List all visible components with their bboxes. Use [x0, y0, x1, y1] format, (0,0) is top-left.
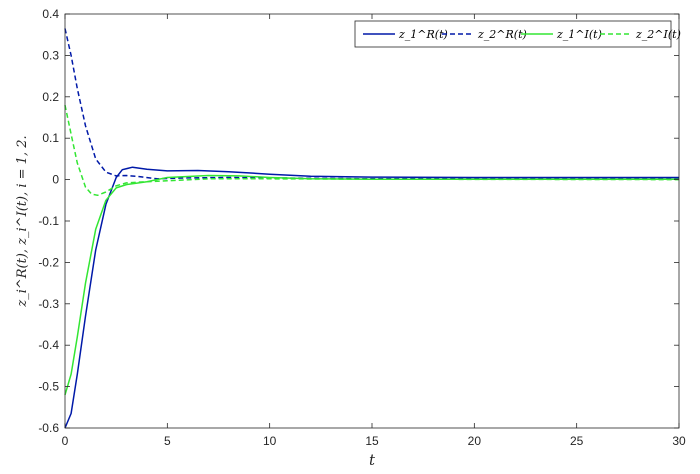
series-line-3: [64, 104, 680, 197]
series-line-2: [64, 174, 679, 396]
legend-label-1: z_2^R(t): [477, 28, 527, 41]
y-tick-label: 0.4: [42, 7, 59, 21]
series-line-1: [64, 28, 679, 180]
y-tick-label: 0.3: [42, 48, 59, 62]
legend-label-0: z_1^R(t): [398, 28, 448, 41]
x-tick-label: 20: [468, 434, 482, 448]
x-tick-label: 15: [365, 434, 379, 448]
y-tick-label: -0.2: [38, 255, 59, 269]
y-tick-label: -0.5: [38, 380, 59, 394]
x-tick-label: 30: [672, 434, 686, 448]
y-tick-label: -0.6: [38, 421, 59, 435]
y-tick-label: 0.2: [42, 90, 59, 104]
x-tick-label: 5: [164, 434, 171, 448]
legend-label-3: z_2^I(t): [635, 28, 681, 41]
series-line-0: [64, 166, 679, 429]
x-axis-title: t: [369, 451, 376, 469]
y-tick-label: -0.3: [38, 297, 59, 311]
x-tick-label: 0: [62, 434, 69, 448]
y-axis-title: z_i^R(t), z_i^I(t), i = 1, 2.: [15, 135, 30, 307]
y-tick-label: 0: [52, 173, 59, 187]
series-layer: [64, 28, 680, 429]
y-tick-label: -0.4: [38, 338, 59, 352]
x-tick-label: 10: [263, 434, 277, 448]
legend-label-2: z_1^I(t): [556, 28, 602, 41]
y-tick-label: -0.1: [38, 214, 59, 228]
legend: z_1^R(t) z_2^R(t) z_1^I(t) z_2^I(t): [354, 20, 681, 48]
x-tick-label: 25: [570, 434, 584, 448]
y-tick-label: 0.1: [42, 131, 59, 145]
tick-layer: 0 5 10 15 20 25 30 -0.6 -0.5 -0.4 -0.3 -0.2 -0.1 0 0.1…: [38, 7, 686, 448]
plot-area: [65, 14, 679, 428]
